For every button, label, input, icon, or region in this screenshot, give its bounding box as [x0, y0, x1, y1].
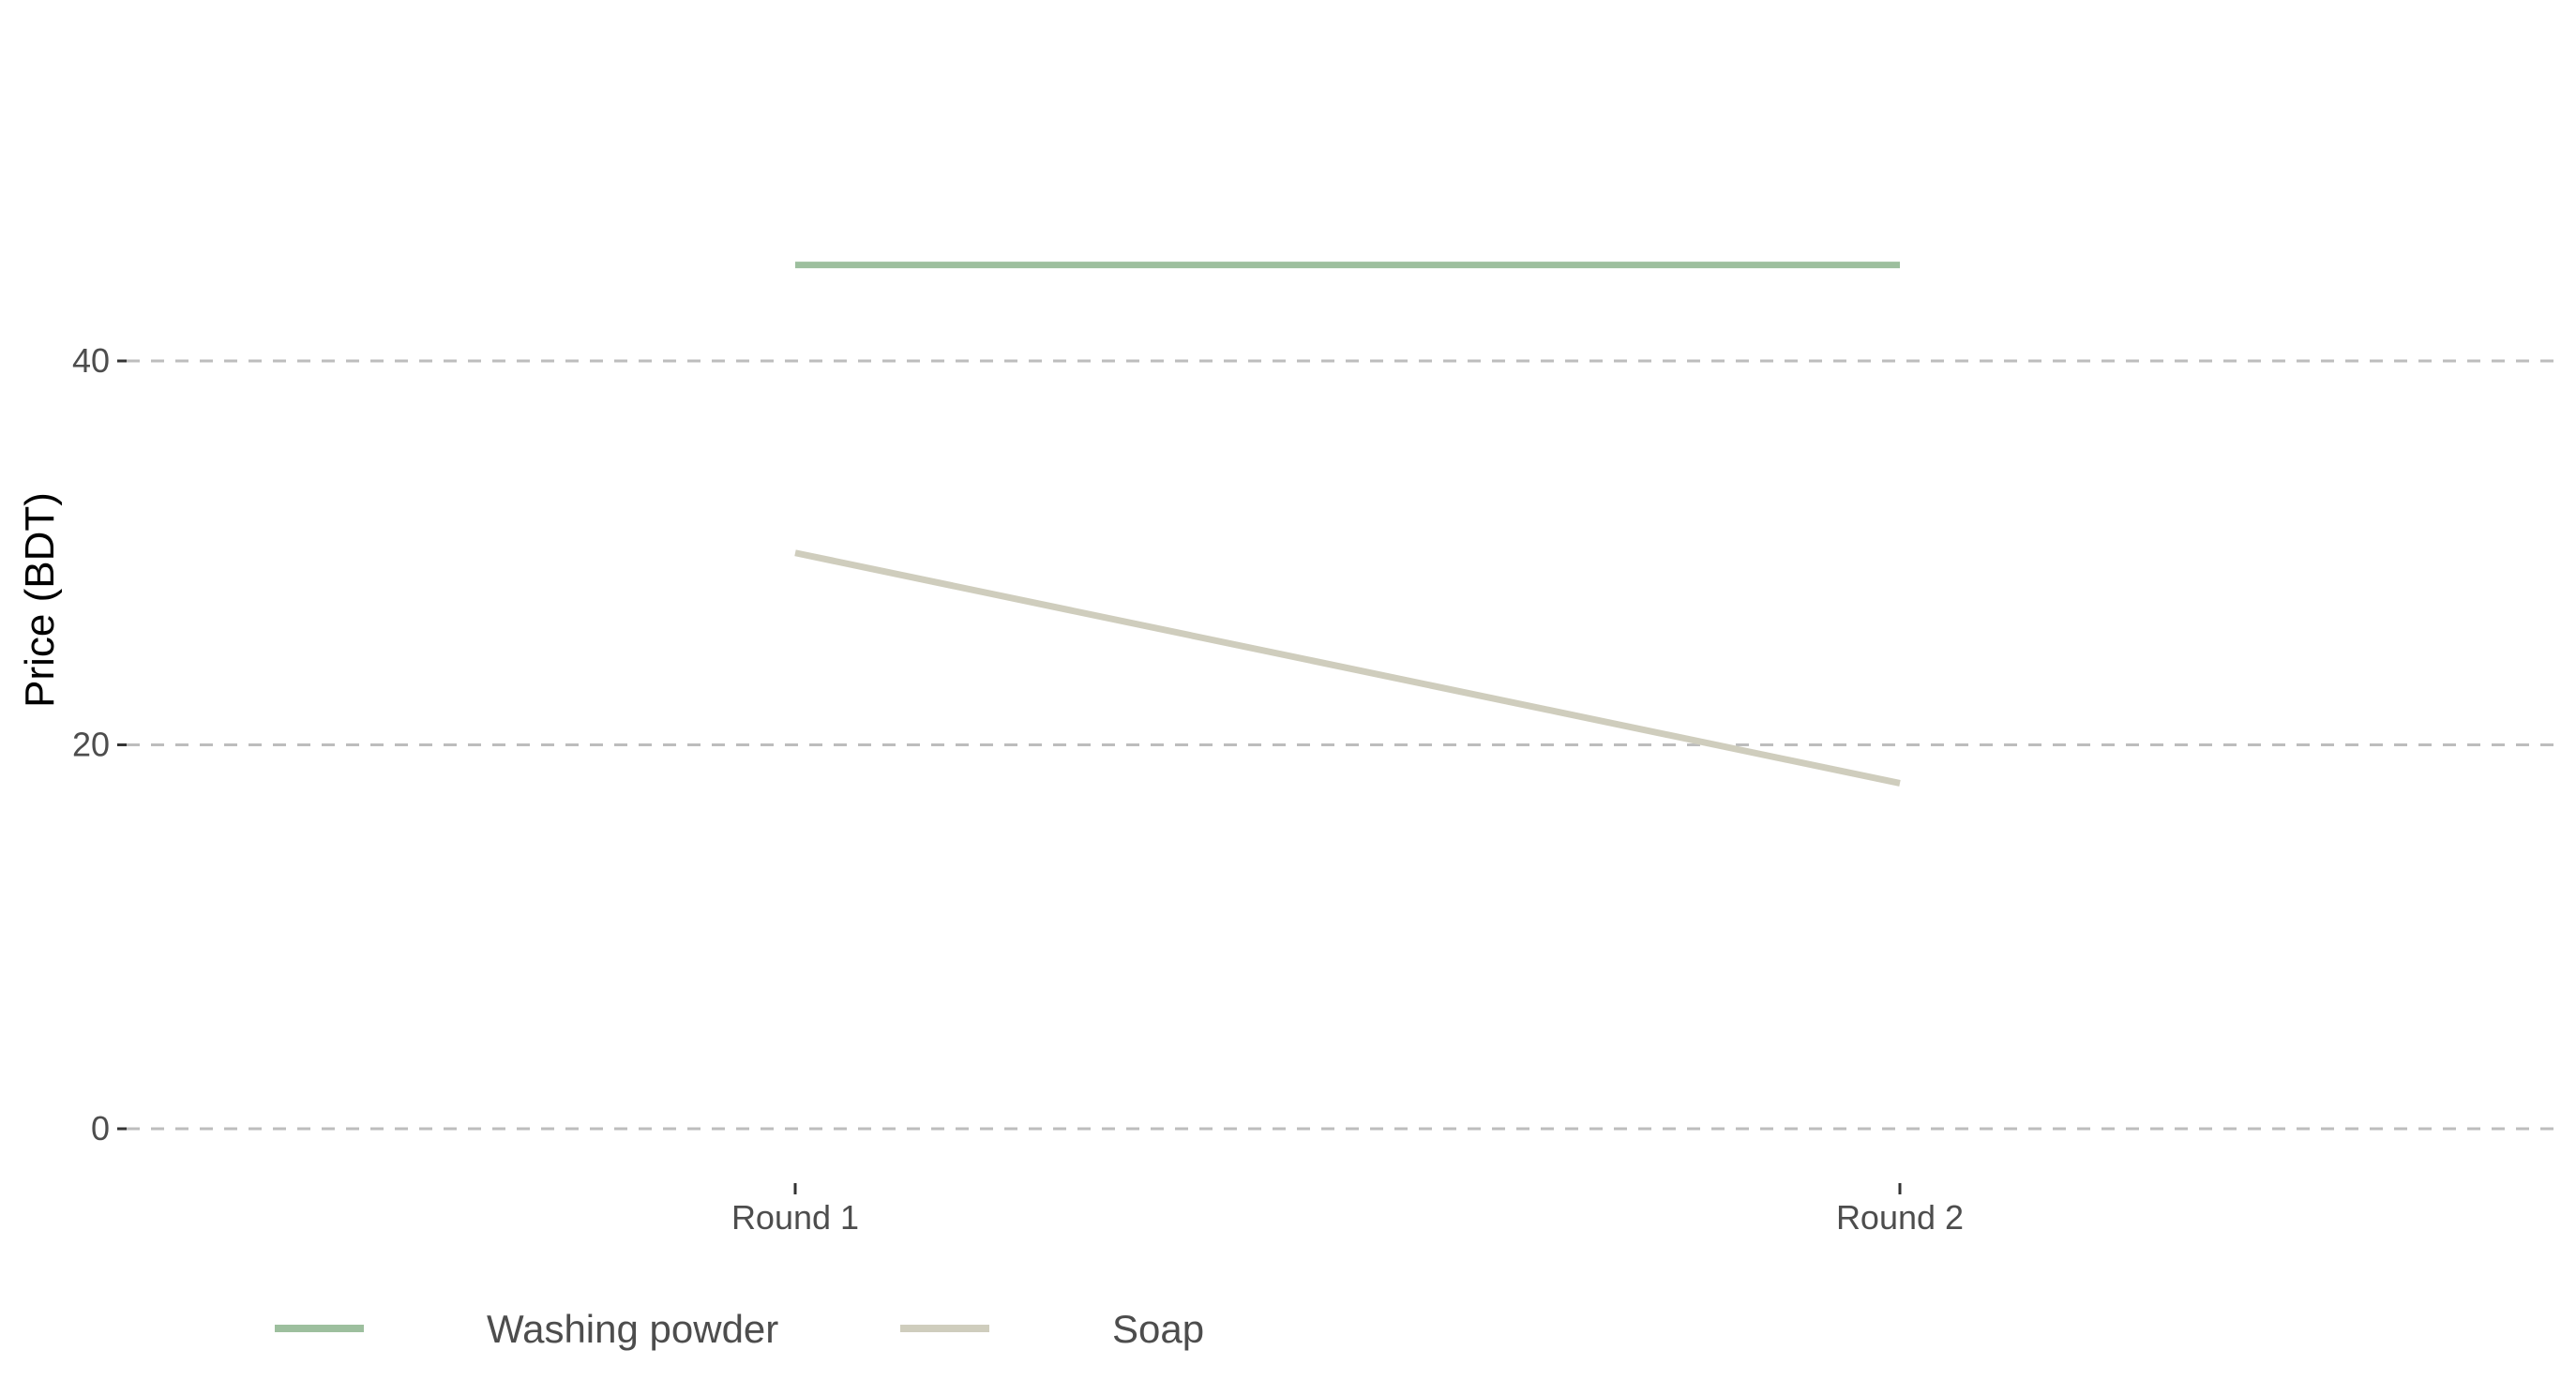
legend: Washing powder Soap: [275, 1307, 1204, 1351]
x-tick-label: Round 2: [1836, 1198, 1964, 1237]
x-tick-label: Round 1: [731, 1198, 859, 1237]
y-tick-label: 0: [91, 1109, 110, 1148]
gridlines: [127, 359, 2558, 1131]
y-tick-label: 20: [72, 726, 110, 764]
legend-label: Soap: [1112, 1307, 1204, 1351]
series-line-soap: [794, 549, 1901, 787]
series-lines: [794, 262, 1901, 787]
legend-label: Washing powder: [487, 1307, 778, 1351]
y-axis-title: Price (BDT): [17, 492, 63, 708]
y-axis: 0 20 40: [72, 341, 127, 1148]
x-axis: Round 1 Round 2: [731, 1183, 1964, 1237]
legend-item: Soap: [900, 1307, 1204, 1351]
y-tick-label: 40: [72, 341, 110, 380]
legend-item: Washing powder: [275, 1307, 778, 1351]
